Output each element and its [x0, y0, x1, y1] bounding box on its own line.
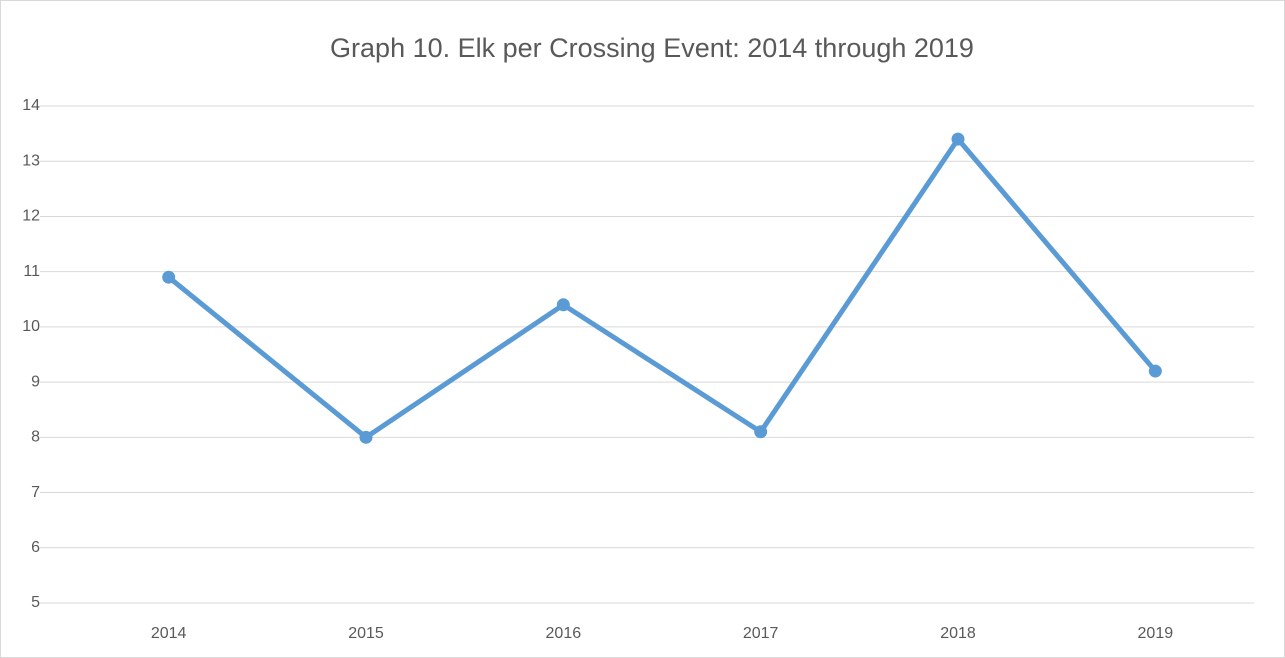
data-point [1148, 364, 1162, 378]
y-tick-label: 6 [31, 539, 40, 556]
x-tick-label: 2018 [940, 625, 976, 642]
x-tick-label: 2017 [743, 625, 779, 642]
y-tick-label: 7 [31, 484, 40, 501]
y-tick-label: 12 [22, 208, 40, 225]
y-tick-label: 14 [22, 97, 40, 114]
chart-title: Graph 10. Elk per Crossing Event: 2014 t… [330, 33, 974, 63]
x-tick-label: 2014 [151, 625, 187, 642]
x-tick-label: 2016 [546, 625, 582, 642]
data-point [951, 132, 965, 146]
x-tick-label: 2019 [1138, 625, 1174, 642]
y-tick-label: 5 [31, 594, 40, 611]
data-point [359, 430, 373, 444]
data-point [162, 270, 176, 284]
data-point [754, 425, 768, 439]
y-tick-label: 13 [22, 152, 40, 169]
data-point [556, 298, 570, 312]
y-tick-label: 9 [31, 373, 40, 390]
x-tick-label: 2015 [348, 625, 384, 642]
y-tick-label: 8 [31, 429, 40, 446]
series-line [167, 136, 1158, 440]
y-tick-label: 10 [22, 318, 40, 335]
y-tick-label: 11 [23, 263, 40, 280]
